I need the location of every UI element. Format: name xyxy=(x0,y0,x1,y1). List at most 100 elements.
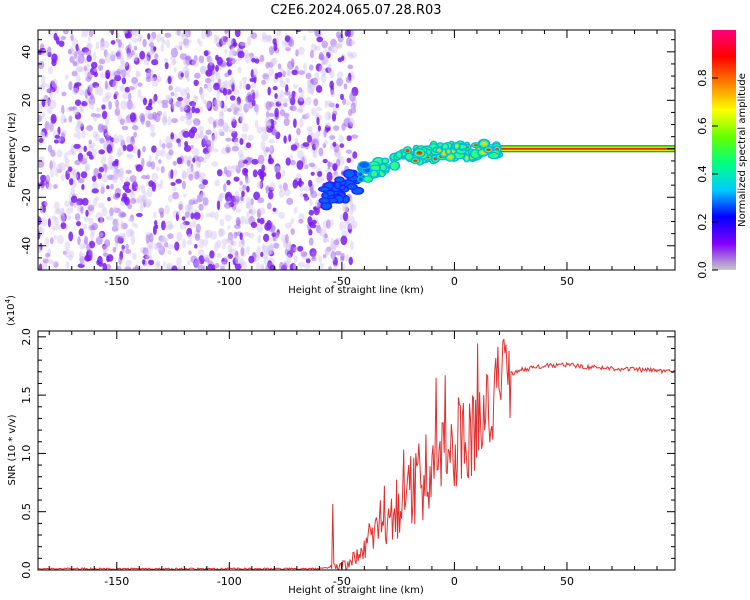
signal-blob-peak xyxy=(447,155,453,159)
noise-speckle xyxy=(241,190,245,198)
noise-speckle xyxy=(309,199,313,207)
spectrogram-ytick-label: 0 xyxy=(20,145,33,152)
noise-speckle xyxy=(69,178,74,186)
noise-speckle xyxy=(130,190,135,200)
noise-speckle xyxy=(217,196,222,202)
noise-speckle xyxy=(154,53,159,60)
noise-speckle xyxy=(110,50,116,60)
noise-speckle xyxy=(126,153,134,159)
noise-speckle xyxy=(100,72,106,79)
signal-blob-peak xyxy=(473,144,479,147)
noise-speckle xyxy=(38,244,42,253)
noise-speckle xyxy=(151,132,155,138)
noise-speckle xyxy=(229,95,236,101)
noise-speckle xyxy=(225,170,232,178)
noise-speckle xyxy=(42,95,47,100)
noise-speckle xyxy=(274,231,280,239)
noise-speckle xyxy=(284,35,291,43)
noise-speckle xyxy=(275,171,282,180)
noise-speckle xyxy=(81,197,89,206)
noise-speckle xyxy=(90,232,94,241)
noise-speckle xyxy=(340,235,348,246)
noise-speckle xyxy=(299,118,304,128)
signal-blob-core xyxy=(380,164,386,171)
noise-speckle xyxy=(70,34,74,42)
noise-speckle xyxy=(239,41,248,47)
noise-speckle xyxy=(190,144,194,149)
signal-blob-core xyxy=(335,177,344,182)
noise-speckle xyxy=(156,243,164,251)
noise-speckle xyxy=(125,117,131,124)
noise-speckle xyxy=(307,30,315,34)
noise-speckle xyxy=(241,123,249,133)
noise-speckle xyxy=(349,117,355,127)
noise-speckle xyxy=(326,219,331,229)
noise-speckle xyxy=(137,148,141,159)
noise-speckle xyxy=(351,134,359,139)
noise-speckle xyxy=(251,57,256,63)
noise-speckle xyxy=(323,49,328,54)
noise-speckle xyxy=(239,216,247,224)
noise-speckle xyxy=(284,91,291,96)
noise-speckle xyxy=(157,183,162,190)
noise-speckle xyxy=(218,111,225,121)
noise-speckle xyxy=(256,261,260,270)
noise-speckle xyxy=(172,169,178,176)
noise-speckle xyxy=(95,113,101,118)
noise-speckle xyxy=(249,77,256,83)
noise-speckle xyxy=(76,131,81,140)
noise-speckle xyxy=(333,125,340,131)
noise-speckle xyxy=(64,241,71,250)
noise-speckle xyxy=(46,175,51,183)
noise-speckle xyxy=(83,216,90,222)
noise-speckle xyxy=(145,120,151,128)
noise-speckle xyxy=(296,127,301,136)
noise-speckle xyxy=(151,172,159,182)
noise-speckle xyxy=(239,180,243,186)
noise-speckle xyxy=(84,48,92,56)
noise-speckle xyxy=(145,105,153,111)
noise-speckle xyxy=(194,243,198,249)
noise-speckle xyxy=(341,55,345,61)
noise-speckle xyxy=(77,178,85,184)
noise-speckle xyxy=(98,166,105,173)
noise-speckle xyxy=(38,263,43,270)
noise-speckle xyxy=(286,67,291,76)
noise-speckle xyxy=(345,254,350,262)
noise-speckle xyxy=(181,216,186,221)
noise-speckle xyxy=(245,103,253,110)
noise-speckle xyxy=(348,256,353,266)
snr-multiplier: (x104) xyxy=(4,295,17,326)
noise-speckle xyxy=(346,30,351,38)
noise-speckle xyxy=(265,101,272,111)
noise-speckle xyxy=(92,116,98,122)
colorbar-tick-label: 0.4 xyxy=(696,165,709,183)
noise-speckle xyxy=(124,188,132,193)
signal-blob-peak xyxy=(447,150,450,153)
noise-speckle xyxy=(214,212,219,221)
noise-speckle xyxy=(38,216,42,226)
noise-speckle xyxy=(199,130,203,140)
noise-speckle xyxy=(292,179,298,189)
noise-speckle xyxy=(210,230,218,240)
noise-speckle xyxy=(176,231,183,242)
noise-speckle xyxy=(79,89,85,96)
noise-speckle xyxy=(175,178,182,184)
noise-speckle xyxy=(213,82,220,91)
noise-speckle xyxy=(38,182,41,190)
noise-speckle xyxy=(239,80,243,90)
noise-speckle xyxy=(348,108,353,117)
noise-speckle xyxy=(162,39,167,45)
noise-speckle xyxy=(310,171,315,176)
noise-speckle xyxy=(239,137,244,146)
noise-speckle xyxy=(104,163,108,174)
noise-speckle xyxy=(241,133,248,140)
noise-speckle xyxy=(193,212,201,220)
noise-speckle xyxy=(86,63,90,71)
noise-speckle xyxy=(99,137,105,144)
noise-speckle xyxy=(69,56,75,64)
noise-speckle xyxy=(224,202,232,209)
spectrogram-xtick-label: 0 xyxy=(451,275,458,288)
noise-speckle xyxy=(86,125,93,132)
noise-speckle xyxy=(101,173,109,183)
